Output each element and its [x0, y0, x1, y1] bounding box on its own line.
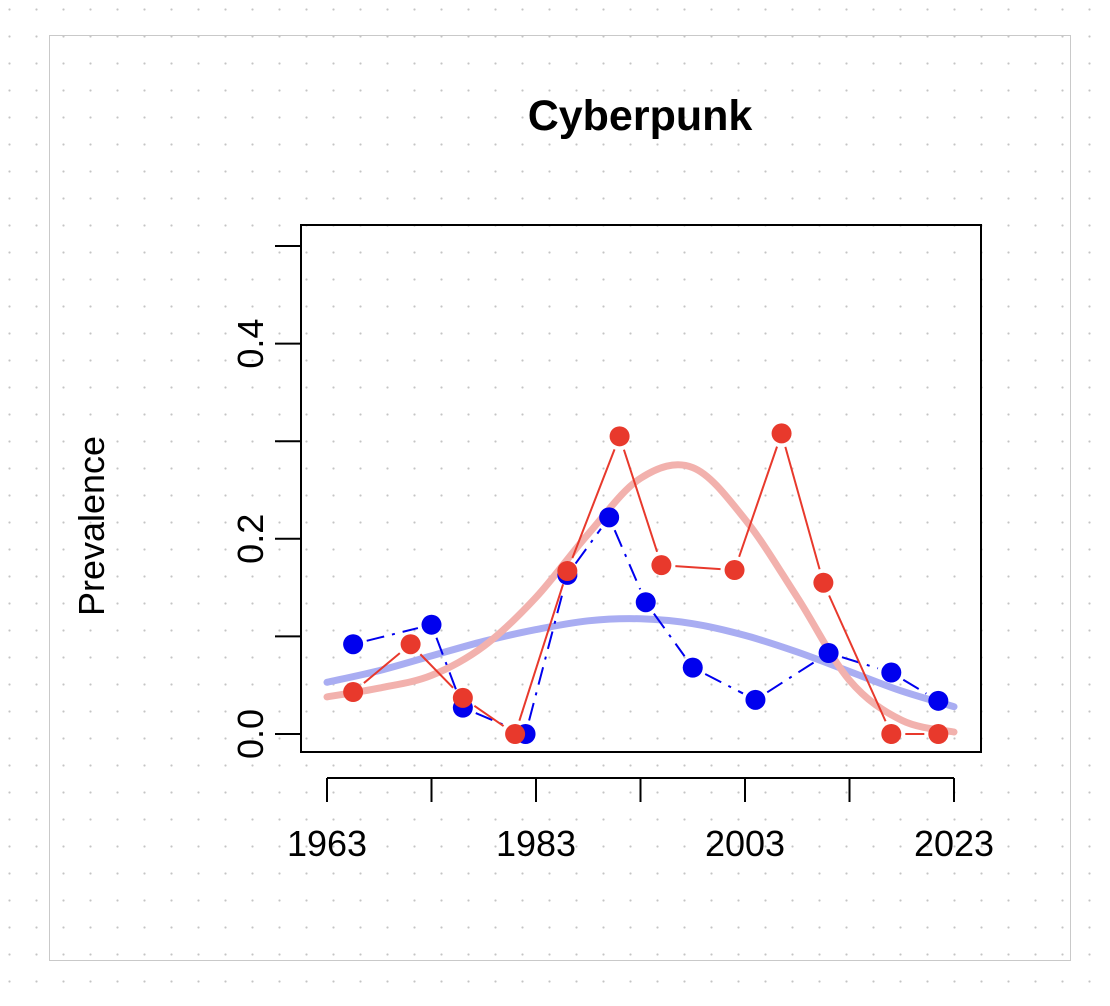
- series-0-segment: [841, 656, 879, 670]
- series-0-segment: [574, 528, 602, 565]
- y-axis-label: Prevalence: [71, 436, 112, 616]
- trend-lines: [323, 461, 958, 736]
- series-1-point: [609, 426, 630, 447]
- plot-frame: [300, 224, 982, 753]
- y-tick-label: 0.0: [230, 709, 271, 759]
- series-0-segment: [435, 637, 459, 695]
- y-axis: 0.0 0.2 0.4: [230, 245, 302, 759]
- series-1-point: [724, 560, 745, 581]
- x-tick-label: 1963: [287, 823, 367, 864]
- data-series: [343, 423, 949, 744]
- series-1-point: [771, 423, 792, 444]
- series-1-segment: [738, 446, 778, 558]
- series-0-point: [599, 507, 620, 528]
- y-tick-label: 0.2: [230, 514, 271, 564]
- series-0-segment: [704, 673, 744, 695]
- series-1-point: [928, 724, 949, 744]
- series-1-point: [343, 682, 364, 703]
- series-0-point: [343, 634, 364, 655]
- series-0: [343, 507, 949, 744]
- series-1-point: [505, 724, 526, 744]
- chart: Cyberpunk Prevalence 0.0 0.2 0.4 1963 1983 2…: [71, 92, 994, 864]
- series-1-point: [881, 724, 902, 744]
- series-0-segment: [902, 678, 927, 695]
- chart-title: Cyberpunk: [528, 92, 753, 140]
- series-1-segment: [363, 652, 401, 684]
- x-axis: 1963 1983 2003 2023: [287, 777, 994, 864]
- series-1-point: [813, 572, 834, 593]
- series-1-point: [557, 561, 578, 582]
- series-1-segment: [571, 449, 616, 559]
- y-tick-label: 0.4: [230, 319, 271, 369]
- series-0-point: [881, 662, 902, 683]
- series-0-point: [682, 657, 703, 678]
- series-1-segment: [675, 565, 721, 571]
- series-0-segment: [766, 659, 818, 694]
- x-tick-label: 1983: [496, 823, 576, 864]
- series-1-segment: [828, 595, 887, 722]
- series-1-segment: [518, 584, 565, 721]
- chart-figure: Cyberpunk Prevalence 0.0 0.2 0.4 1963 1983 2…: [49, 35, 1071, 961]
- series-1-point: [651, 555, 672, 576]
- series-0-point: [421, 614, 442, 635]
- series-0-segment: [528, 588, 565, 721]
- series-1-segment: [622, 449, 659, 553]
- series-1: [343, 423, 949, 744]
- series-1-point: [452, 687, 473, 708]
- series-1-segment: [419, 653, 454, 689]
- series-0-point: [818, 642, 839, 663]
- series-0-point: [635, 592, 656, 613]
- series-0-segment: [653, 613, 686, 657]
- trend-line-1: [323, 461, 958, 736]
- series-0-point: [928, 690, 949, 711]
- series-0-segment: [613, 529, 642, 590]
- series-0-point: [745, 689, 766, 710]
- series-1-point: [400, 634, 421, 655]
- x-tick-label: 2003: [705, 823, 785, 864]
- series-0-segment: [366, 627, 419, 642]
- trend-line-0: [323, 615, 958, 711]
- series-0-segment: [475, 712, 514, 730]
- series-1-segment: [784, 446, 821, 570]
- x-tick-label: 2023: [914, 823, 994, 864]
- series-1-segment: [473, 705, 505, 727]
